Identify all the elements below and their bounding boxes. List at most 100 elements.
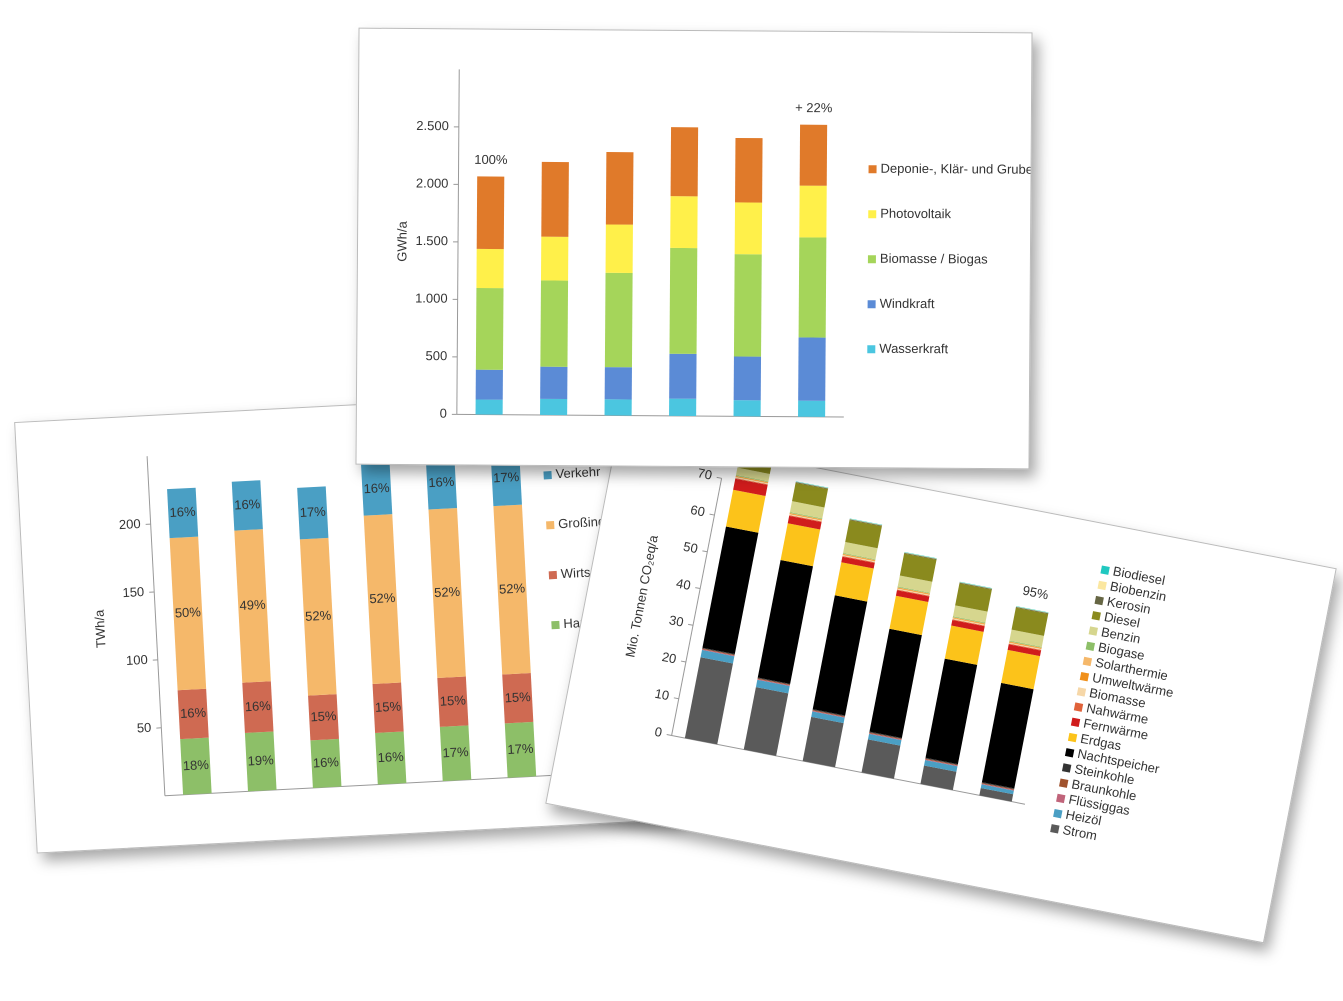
bar-segment (789, 512, 823, 520)
legend-swatch (1050, 824, 1060, 834)
bar-segment (895, 590, 930, 603)
value-label: 17% (299, 504, 326, 520)
bar-segment (896, 589, 930, 597)
legend-swatch (867, 345, 876, 354)
bar-segment (904, 552, 937, 560)
y-tick-label: 20 (661, 649, 678, 666)
value-label: 15% (504, 689, 531, 705)
bar-segment (310, 738, 342, 788)
bar-segment (702, 647, 735, 655)
bar-segment (757, 678, 790, 687)
bar-segment (889, 595, 929, 636)
bar-segment (425, 456, 458, 510)
bar-segment (842, 553, 876, 561)
bar-segment (841, 556, 875, 569)
y-tick (688, 623, 694, 626)
legend-label: Diesel (1103, 609, 1141, 631)
bar-segment (297, 486, 329, 540)
bar-segment (700, 649, 735, 664)
bar-segment (504, 721, 537, 778)
bar-segment (843, 542, 878, 560)
bar-segment (849, 518, 883, 526)
legend-label: Verkehr (555, 464, 601, 481)
bar-segment (897, 586, 931, 594)
bar-segment (780, 523, 821, 567)
bar-segment (702, 526, 759, 654)
bar-segment (540, 398, 568, 416)
y-tick-label: 60 (689, 502, 706, 519)
legend-swatch (1073, 702, 1084, 712)
annotation: 95% (1021, 583, 1050, 603)
bar-segment (787, 515, 822, 530)
value-label: 17% (493, 469, 520, 485)
bar-segment (981, 783, 1015, 791)
bar-segment (1011, 607, 1049, 636)
bar-segment (925, 758, 958, 766)
bar-segment (951, 620, 985, 632)
bar-segment (757, 559, 813, 684)
value-label: 49% (239, 597, 266, 613)
bar-segment (799, 124, 828, 186)
legend-swatch (1100, 565, 1110, 575)
bar-segment (980, 784, 1014, 795)
x-axis (164, 774, 555, 797)
bar-segment (669, 247, 698, 354)
value-label: 17% (507, 741, 534, 757)
bar-segment (735, 475, 769, 483)
bar-segment (897, 587, 930, 594)
bar-segment (952, 617, 986, 624)
legend-swatch (1082, 656, 1093, 667)
value-label: 16% (169, 504, 196, 520)
bar-segment (842, 553, 876, 561)
y-tick-label: 0 (440, 406, 447, 421)
bar-segment (952, 617, 986, 625)
value-label: 19% (247, 752, 274, 768)
y-tick-label: 50 (682, 539, 699, 556)
legend-swatch (1053, 808, 1063, 819)
bar-segment (363, 514, 402, 685)
bar-segment (812, 709, 846, 717)
bar-segment (795, 481, 829, 488)
bar-segment (540, 280, 569, 367)
bar-segment (735, 137, 763, 203)
bar-segment (789, 512, 823, 520)
legend-swatch (551, 620, 560, 630)
bar-segment (1016, 606, 1049, 613)
bar-segment (812, 710, 845, 718)
bar-segment (789, 501, 825, 519)
bar-segment (897, 575, 933, 593)
bar-segment (605, 224, 633, 273)
legend-swatch (543, 471, 552, 480)
bar-segment (897, 588, 930, 596)
y-tick (673, 697, 679, 700)
bar-segment (842, 555, 875, 563)
legend-label: Biomasse / Biogas (880, 251, 988, 267)
bar-segment (669, 353, 697, 399)
bar-segment (605, 152, 634, 225)
bar-segment (684, 657, 733, 745)
legend-swatch (546, 520, 555, 530)
y-tick-label: 2.500 (416, 118, 449, 133)
value-label: 17% (442, 744, 469, 760)
bar-segment (1008, 642, 1042, 650)
bar-segment (733, 400, 761, 417)
bar-segment (861, 739, 901, 779)
value-label: 16% (244, 698, 271, 714)
bar-segment (475, 369, 503, 400)
value-label: 52% (305, 608, 332, 624)
legend-label: Heizöl (1064, 807, 1102, 829)
y-tick-label: 150 (122, 584, 144, 600)
legend-swatch (1059, 778, 1069, 788)
bar-segment (540, 366, 568, 400)
bar-segment (702, 648, 735, 656)
bar-segment (789, 515, 822, 523)
bar-segment (701, 649, 735, 657)
bar-segment (755, 679, 790, 694)
y-tick-label: 500 (425, 348, 447, 363)
bar-segment (475, 287, 504, 370)
bar-segment (795, 481, 829, 489)
value-label: 16% (180, 705, 207, 721)
y-tick-label: 70 (696, 465, 713, 482)
bar-segment (955, 583, 992, 612)
value-label: 52% (369, 590, 396, 606)
